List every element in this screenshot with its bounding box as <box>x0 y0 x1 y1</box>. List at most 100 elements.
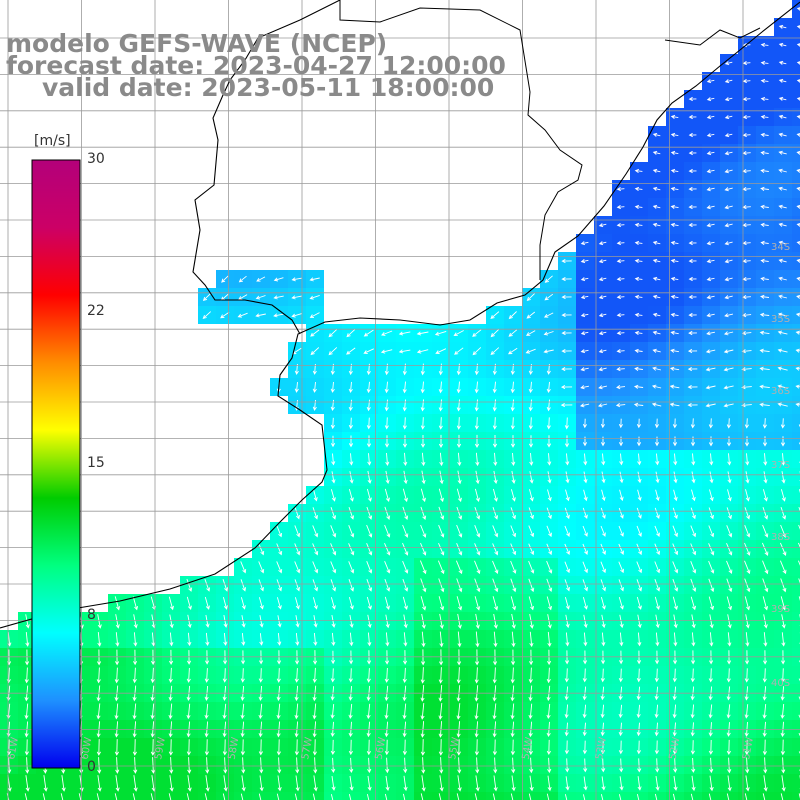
wind-arrow <box>547 631 552 648</box>
wind-arrow <box>672 722 677 737</box>
wind-arrow <box>672 793 676 800</box>
wind-arrow <box>636 596 642 610</box>
wind-arrow <box>367 632 372 647</box>
wind-arrow <box>795 348 800 353</box>
wind-arrow <box>797 542 800 548</box>
wind-arrow <box>543 331 554 336</box>
wind-arrow <box>508 311 517 320</box>
wind-arrow <box>151 757 156 774</box>
wind-arrow <box>670 330 679 335</box>
wind-arrow <box>691 757 696 773</box>
wind-arrow <box>724 313 734 318</box>
wind-arrow <box>690 561 697 574</box>
wind-arrow <box>384 417 389 430</box>
wind-arrow <box>688 150 697 156</box>
wind-arrow <box>186 793 190 800</box>
wind-arrow <box>402 524 409 538</box>
wind-arrow <box>564 704 569 719</box>
wind-arrow <box>780 506 787 520</box>
wind-arrow <box>690 722 695 737</box>
wind-arrow <box>398 349 411 354</box>
wind-arrow <box>453 330 464 337</box>
wind-arrow <box>760 60 769 65</box>
wind-arrow <box>795 366 800 371</box>
wind-arrow <box>511 452 516 466</box>
wind-arrow <box>259 633 264 646</box>
wind-arrow <box>709 632 714 647</box>
wind-arrow <box>616 313 625 318</box>
wind-arrow <box>168 793 172 800</box>
field-cell <box>792 702 800 720</box>
wind-arrow <box>580 241 589 246</box>
field-cell <box>792 54 800 72</box>
wind-arrow <box>687 348 698 354</box>
wind-arrow <box>741 403 752 408</box>
wind-arrow <box>616 331 625 336</box>
wind-arrow <box>133 632 138 647</box>
wind-arrow <box>205 632 210 647</box>
wind-arrow <box>778 258 787 263</box>
wind-arrow <box>330 525 337 538</box>
wind-arrow <box>366 435 372 448</box>
wind-arrow <box>255 295 266 300</box>
wind-arrow <box>634 240 643 245</box>
wind-arrow <box>582 579 588 592</box>
wind-arrow <box>691 775 696 792</box>
wind-arrow <box>778 42 787 47</box>
wind-arrow <box>618 579 624 592</box>
field-cell <box>576 792 594 800</box>
wind-arrow <box>385 452 390 466</box>
wind-arrow <box>669 366 680 371</box>
wind-arrow <box>474 721 479 738</box>
wind-arrow <box>510 560 517 574</box>
wind-arrow <box>744 542 751 556</box>
field-cell <box>702 792 720 800</box>
wind-arrow <box>688 114 697 120</box>
wind-arrow <box>691 632 696 647</box>
wind-arrow <box>547 471 552 484</box>
wind-arrow <box>582 561 588 574</box>
field-cell <box>432 792 450 800</box>
wind-arrow <box>762 507 769 520</box>
wind-arrow <box>510 399 515 412</box>
field-cell <box>216 792 234 800</box>
wind-arrow <box>598 313 607 318</box>
wind-arrow <box>474 434 480 449</box>
wind-arrow <box>637 758 642 773</box>
wind-arrow <box>348 596 354 610</box>
wind-arrow <box>204 739 209 756</box>
wind-arrow <box>61 775 66 792</box>
wind-arrow <box>763 632 768 647</box>
wind-arrow <box>385 775 390 792</box>
wind-arrow <box>600 596 606 610</box>
wind-arrow <box>492 667 497 684</box>
wind-arrow <box>384 543 391 556</box>
wind-arrow <box>655 776 660 791</box>
wind-arrow <box>439 631 444 648</box>
wind-arrow <box>564 596 570 610</box>
wind-arrow <box>366 703 371 720</box>
wind-arrow <box>240 739 245 756</box>
wind-arrow <box>798 696 800 701</box>
wind-arrow <box>402 703 407 720</box>
wind-arrow <box>366 721 371 738</box>
wind-arrow <box>455 560 463 575</box>
field-cell <box>18 792 36 800</box>
field-cell <box>792 468 800 486</box>
wind-arrow <box>472 347 482 356</box>
wind-arrow <box>709 453 714 466</box>
wind-arrow <box>457 775 462 792</box>
wind-arrow <box>691 614 696 629</box>
wind-arrow <box>727 632 732 647</box>
field-cell <box>792 216 800 234</box>
wind-arrow <box>760 222 769 227</box>
wind-arrow <box>259 775 264 792</box>
wind-arrow <box>745 775 750 792</box>
wind-arrow <box>367 614 372 629</box>
wind-arrow <box>780 418 785 429</box>
wind-arrow <box>778 276 787 281</box>
wind-arrow <box>654 668 659 683</box>
longitude-labels: 61W 60W 59W 58W 57W 56W 55W 54W 53W 52W 51W <box>6 736 756 760</box>
wind-arrow <box>583 758 588 773</box>
